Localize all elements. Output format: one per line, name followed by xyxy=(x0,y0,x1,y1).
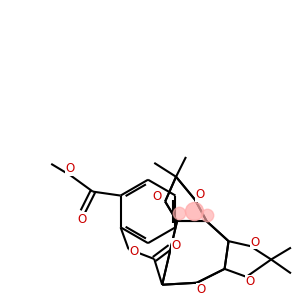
Text: O: O xyxy=(65,162,75,175)
Text: O: O xyxy=(77,213,86,226)
Text: O: O xyxy=(65,162,75,175)
Text: O: O xyxy=(251,236,260,249)
Text: O: O xyxy=(251,236,260,249)
Text: O: O xyxy=(246,275,255,288)
Text: O: O xyxy=(246,275,255,288)
Text: O: O xyxy=(153,190,162,203)
Text: O: O xyxy=(153,190,162,203)
Text: O: O xyxy=(171,238,181,252)
Text: O: O xyxy=(77,213,86,226)
Text: O: O xyxy=(195,188,204,201)
Text: O: O xyxy=(196,283,206,296)
Text: O: O xyxy=(171,238,181,252)
Text: O: O xyxy=(195,188,204,201)
Text: O: O xyxy=(130,244,139,258)
Text: O: O xyxy=(196,283,206,296)
Text: O: O xyxy=(130,244,139,258)
